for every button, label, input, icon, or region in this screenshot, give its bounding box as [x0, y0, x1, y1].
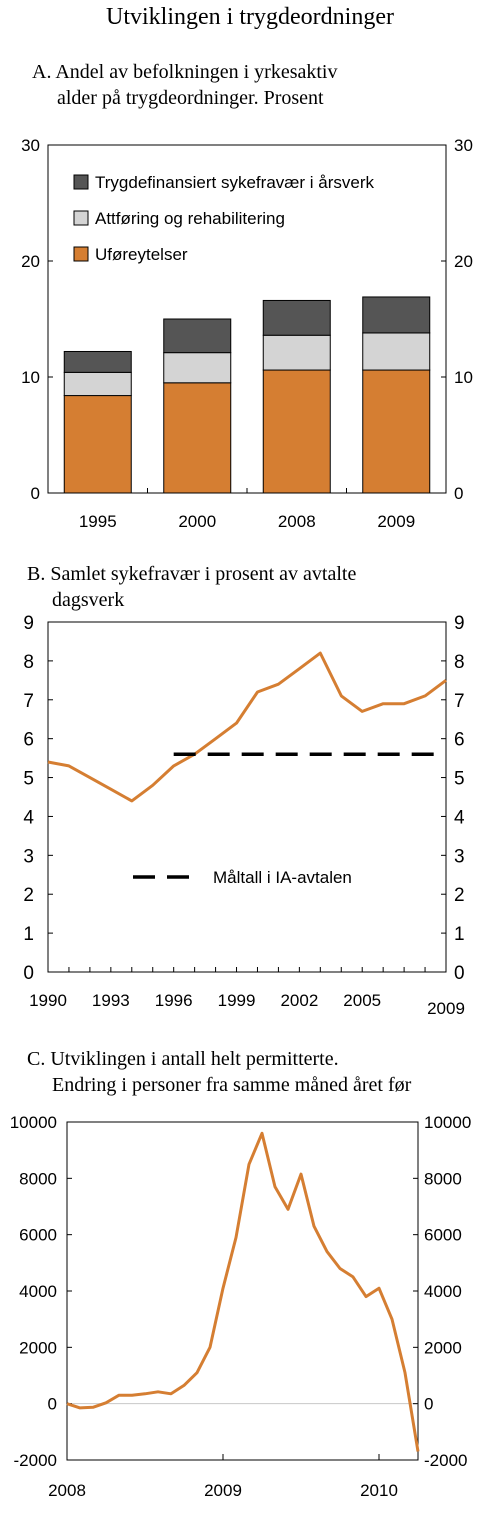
chart-a-bar-segment [63, 350, 132, 373]
chart-c-ytick-label-left: 6000 [19, 1226, 57, 1245]
chart-a-legend-label: Uføreytelser [95, 245, 188, 264]
chart-a-legend-swatch [73, 246, 89, 262]
chart-a-bar-segment [63, 395, 132, 494]
chart-b-ytick-label-right: 2 [454, 885, 465, 906]
chart-a-ytick-label-left: 10 [21, 368, 40, 387]
chart-a: 0 0 10 10 20 20 30 30 1995 2000 2008 2009 Trygdefina… [21, 136, 473, 531]
chart-a-bar-segment [163, 318, 232, 354]
chart-a-xtick-label: 2009 [377, 512, 415, 531]
chart-a-legend-label: Attføring og rehabilitering [95, 209, 285, 228]
chart-b-ytick-label-right: 9 [454, 613, 465, 634]
chart-b-xtick-label: 1990 [29, 991, 67, 1010]
page-title: Utviklingen i trygdeordninger [106, 4, 394, 30]
chart-a-legend-swatch [73, 174, 89, 190]
chart-a-bar-segment [262, 299, 331, 336]
chart-b-xtick-label: 2005 [343, 991, 381, 1010]
chart-b-title-line2: dagsverk [52, 589, 125, 611]
chart-a-legend-swatch [73, 210, 89, 226]
chart-b-ytick-label-right: 0 [454, 963, 465, 984]
chart-b-ytick-label-right: 6 [454, 730, 465, 751]
chart-a-xtick-label: 2008 [278, 512, 316, 531]
chart-b-ytick-label-right: 7 [454, 691, 465, 712]
chart-b-ytick-label-left: 2 [23, 885, 34, 906]
chart-b-series-line [47, 651, 447, 803]
chart-b-ytick-label-left: 5 [23, 769, 34, 790]
chart-c-ytick-label-right: -2000 [424, 1451, 467, 1470]
chart-b-ytick-label-right: 1 [454, 924, 465, 945]
chart-c-title-line2: Endring i personer fra samme måned året … [52, 1074, 412, 1096]
chart-b-ytick-label-left: 1 [23, 924, 34, 945]
chart-a-bar-segment [362, 332, 431, 371]
chart-b-ytick-label-left: 3 [23, 846, 34, 867]
chart-b-ytick-label-left: 7 [23, 691, 34, 712]
chart-a-bar-segment [362, 296, 431, 334]
chart-a-bar-segment [262, 369, 331, 494]
chart-a-ytick-label-right: 20 [454, 252, 473, 271]
chart-a-ytick-label-right: 10 [454, 368, 473, 387]
chart-c-ytick-label-left: 4000 [19, 1282, 57, 1301]
chart-a-ytick-label-left: 20 [21, 252, 40, 271]
chart-b-ytick-label-left: 0 [23, 963, 34, 984]
chart-b-xtick-label: 1999 [218, 991, 256, 1010]
chart-a-ytick-label-left: 30 [21, 136, 40, 155]
chart-c-ytick-label-right: 4000 [424, 1282, 462, 1301]
chart-b-ytick-label-left: 8 [23, 652, 34, 673]
chart-a-title-line2: alder på trygdeordninger. Prosent [57, 87, 324, 109]
chart-b-plot-frame [47, 621, 447, 973]
chart-c-plot-frame [66, 1121, 419, 1461]
chart-c-xtick-label: 2009 [204, 1481, 242, 1500]
chart-b-ytick-label-left: 4 [23, 807, 34, 828]
chart-a-ytick-label-left: 0 [31, 484, 40, 503]
chart-c-ytick-label-right: 0 [424, 1395, 433, 1414]
chart-b: 0 0 1 1 2 2 3 3 4 4 5 5 6 6 7 7 8 8 9 9 1990 1993 1996 1999 2002… [23, 613, 465, 1018]
chart-b-ytick-label-left: 6 [23, 730, 34, 751]
chart-b-xtick-label: 2002 [280, 991, 318, 1010]
chart-a-ytick-label-right: 30 [454, 136, 473, 155]
chart-b-xtick-label: 2009 [427, 999, 465, 1018]
chart-b-ytick-label-right: 8 [454, 652, 465, 673]
chart-b-ytick-label-right: 4 [454, 807, 465, 828]
chart-c-title-line1: C. Utviklingen i antall helt permitterte… [27, 1048, 339, 1070]
chart-b-legend-label: Måltall i IA-avtalen [213, 868, 352, 887]
chart-a-bar-segment [163, 382, 232, 494]
chart-a-xtick-label: 2000 [178, 512, 216, 531]
chart-c-ytick-label-right: 8000 [424, 1169, 462, 1188]
chart-c-ytick-label-right: 2000 [424, 1338, 462, 1357]
chart-b-ytick-label-left: 9 [23, 613, 34, 634]
chart-a-legend-label: Trygdefinansiert sykefravær i årsverk [95, 173, 375, 192]
chart-c-ytick-label-right: 10000 [424, 1113, 471, 1132]
chart-b-title-line1: B. Samlet sykefravær i prosent av avtalt… [27, 563, 357, 585]
chart-a-xtick-label: 1995 [79, 512, 117, 531]
chart-c-ytick-label-left: 10000 [10, 1113, 57, 1132]
chart-c-xtick-label: 2010 [360, 1481, 398, 1500]
chart-b-ytick-label-right: 3 [454, 846, 465, 867]
chart-a-bar-segment [163, 352, 232, 384]
chart-c-xtick-label: 2008 [48, 1481, 86, 1500]
chart-a-title-line1: A. Andel av befolkningen i yrkesaktiv [32, 61, 338, 83]
chart-c-series-line [66, 1131, 420, 1452]
chart-b-xtick-label: 1996 [155, 991, 193, 1010]
chart-c-ytick-label-left: 8000 [19, 1169, 57, 1188]
chart-c-ytick-label-left: -2000 [14, 1451, 57, 1470]
chart-c-ytick-label-left: 2000 [19, 1338, 57, 1357]
chart-c-ytick-label-right: 6000 [424, 1226, 462, 1245]
chart-c-ytick-label-left: 0 [48, 1395, 57, 1414]
chart-a-ytick-label-right: 0 [454, 484, 463, 503]
chart-b-ytick-label-right: 5 [454, 769, 465, 790]
chart-b-xtick-label: 1993 [92, 991, 130, 1010]
